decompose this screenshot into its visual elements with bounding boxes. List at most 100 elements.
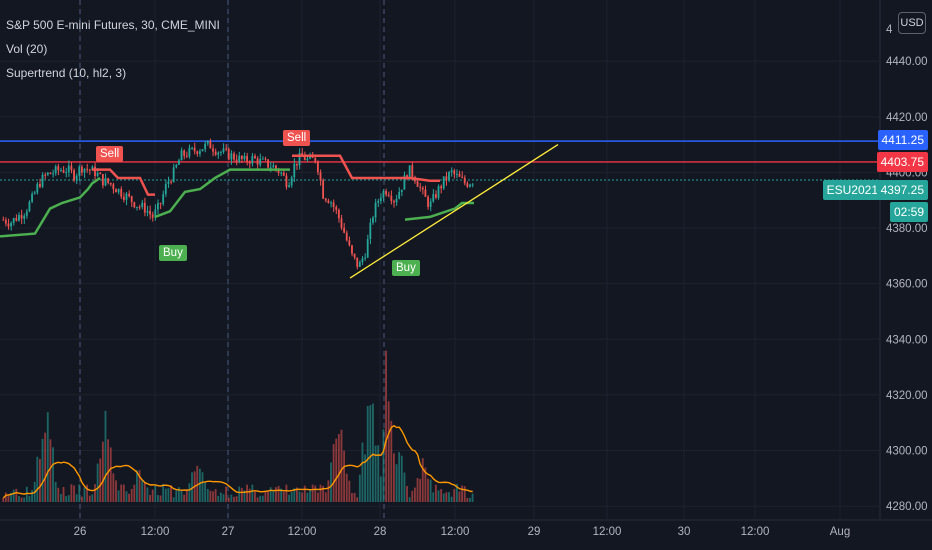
volume-bar: [143, 482, 146, 502]
volume-bar: [170, 485, 172, 502]
candle-body: [78, 166, 81, 176]
candle-body: [57, 166, 60, 171]
volume-bar: [18, 496, 20, 502]
volume-bar: [458, 491, 461, 502]
volume-bar: [413, 487, 416, 502]
volume-bar: [183, 494, 186, 502]
volume-bar: [319, 484, 322, 502]
candle-body: [70, 165, 73, 171]
candle-body: [23, 215, 26, 219]
candle-body: [327, 200, 330, 203]
candle-body: [306, 158, 309, 161]
volume-bar: [198, 468, 201, 502]
volume-bar: [448, 492, 450, 502]
x-tick-label: 30: [678, 526, 691, 538]
volume-bar: [259, 495, 262, 502]
volume-bar: [180, 490, 183, 502]
candle-body: [191, 147, 193, 149]
volume-bar: [309, 489, 311, 502]
volume-bar: [427, 478, 429, 502]
volume-bar: [112, 473, 115, 502]
candle-body: [272, 165, 275, 168]
volume-bar: [2, 497, 5, 502]
candle-body: [466, 183, 469, 187]
candle-body: [130, 196, 133, 203]
candle-body: [99, 172, 102, 175]
candle-body: [267, 159, 269, 168]
candle-body: [15, 218, 18, 221]
volume-bar: [96, 463, 99, 502]
volume-bar: [298, 491, 301, 502]
candle-body: [67, 165, 70, 173]
volume-bar: [67, 495, 70, 502]
volume-bar: [364, 454, 366, 502]
volume-bar: [122, 484, 125, 502]
supertrend-up-line: [0, 176, 101, 238]
volume-bar: [175, 490, 178, 502]
candle-body: [324, 198, 327, 201]
volume-bar: [36, 456, 39, 502]
candle-body: [390, 195, 393, 201]
legend-supertrend[interactable]: Supertrend (10, hl2, 3): [6, 66, 127, 80]
candle-body: [246, 155, 248, 163]
volume-bar: [463, 486, 466, 502]
candle-body: [463, 177, 466, 184]
candle-body: [256, 158, 259, 165]
volume-bar: [196, 465, 199, 502]
volume-bar: [290, 492, 293, 502]
volume-bar: [450, 496, 453, 502]
volume-bar: [471, 493, 474, 502]
candle-body: [372, 217, 374, 223]
sell-signal-label: Sell: [96, 146, 124, 162]
volume-bar: [230, 494, 233, 502]
volume-bar: [28, 495, 31, 502]
candle-body: [136, 206, 138, 208]
volume-bar: [469, 497, 471, 502]
volume-bar: [201, 472, 204, 502]
candle-body: [4, 219, 7, 224]
volume-bar: [149, 494, 151, 502]
volume-bar: [128, 493, 130, 502]
candle-body: [80, 166, 83, 173]
candle-body: [295, 163, 298, 166]
volume-bar: [267, 491, 269, 502]
volume-bar: [240, 487, 243, 502]
volume-bar: [23, 497, 26, 502]
volume-bar: [285, 484, 288, 502]
candle-body: [461, 176, 464, 178]
candle-body: [440, 186, 443, 189]
candle-body: [49, 172, 52, 174]
currency-button[interactable]: USD: [898, 12, 926, 34]
volume-bar: [227, 497, 230, 502]
volume-bar: [99, 458, 102, 502]
candle-body: [128, 193, 130, 197]
volume-bar: [434, 484, 437, 502]
volume-bar: [316, 492, 319, 502]
candle-body: [227, 148, 230, 160]
volume-bar: [327, 480, 330, 502]
candle-body: [434, 194, 437, 198]
candle-body: [254, 155, 256, 159]
candle-body: [115, 189, 117, 193]
candle-body: [177, 160, 180, 165]
legend-volume[interactable]: Vol (20): [6, 42, 48, 56]
candle-body: [107, 178, 110, 183]
volume-bar: [411, 490, 414, 502]
volume-bar: [20, 497, 23, 502]
candle-body: [235, 159, 238, 162]
volume-bar: [107, 439, 110, 502]
candle-body: [322, 180, 325, 199]
volume-bar: [15, 488, 18, 502]
x-tick-label: 28: [374, 526, 387, 538]
legend-symbol[interactable]: S&P 500 E-mini Futures, 30, CME_MINI: [6, 18, 220, 32]
candle-body: [12, 218, 15, 223]
volume-bar: [46, 412, 49, 502]
y-tick-label: 4420.00: [886, 112, 928, 124]
candle-body: [303, 155, 306, 161]
candle-body: [387, 194, 390, 196]
candle-body: [33, 192, 36, 194]
candle-body: [424, 189, 427, 197]
candle-body: [243, 155, 246, 160]
candle-body: [453, 170, 456, 175]
